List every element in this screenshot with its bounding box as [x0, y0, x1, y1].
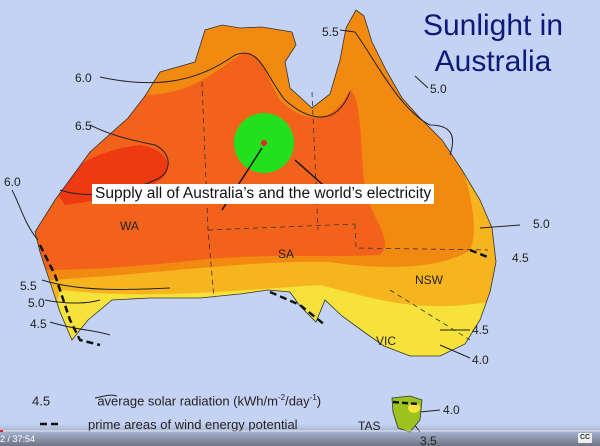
video-progress-bar[interactable]	[0, 430, 600, 432]
contour-label: 3.5	[420, 434, 437, 446]
legend-text: )	[316, 393, 322, 409]
state-label-vic: VIC	[376, 334, 396, 348]
contour-label: 4.0	[472, 353, 489, 367]
contour-label: 5.5	[20, 279, 37, 293]
state-label-wa: WA	[120, 219, 139, 233]
callout-label: Supply all of Australia’s and the world’…	[92, 184, 435, 204]
contour-label: 4.5	[30, 317, 47, 331]
tas-yellow-zone	[408, 403, 420, 413]
legend-sup: -2	[277, 393, 286, 402]
contour-label: 4.5	[512, 251, 529, 265]
title-line: Australia	[434, 45, 552, 78]
state-label-sa: SA	[278, 247, 294, 261]
contour-label: 5.0	[28, 296, 45, 310]
required-area-dot	[261, 140, 267, 146]
contour-label: 5.5	[322, 25, 339, 39]
title-line: Sunlight in	[422, 9, 564, 42]
cc-button[interactable]: CC	[578, 433, 592, 443]
legend-wind: prime areas of wind energy potential	[88, 417, 298, 432]
video-time: 2 / 37:54	[0, 434, 36, 444]
wind-potential-lines	[38, 244, 491, 426]
contour-label: 4.5	[472, 323, 489, 337]
slide-title: Sunlight in Australia	[408, 8, 578, 80]
state-borders	[201, 81, 489, 341]
legend-value: 4.5	[32, 393, 51, 409]
zone-65	[55, 145, 169, 205]
state-label-nsw: NSW	[415, 273, 444, 287]
video-controls	[0, 424, 600, 446]
legend-text: average solar radiation (kWh/m	[97, 393, 278, 409]
contour-label: 5.0	[430, 82, 447, 96]
contour-label: 6.5	[75, 119, 92, 133]
contour-label: 6.0	[4, 175, 21, 189]
legend-contour: 4.5 average solar radiation (kWh/m-2/day…	[32, 393, 321, 408]
legend-sup: -1	[309, 393, 317, 402]
tas-wind-line	[392, 400, 419, 406]
contour-label: 4.0	[443, 403, 460, 417]
progress-fill	[0, 430, 3, 432]
contour-label: 5.0	[533, 217, 550, 231]
legend-text: /day	[285, 393, 310, 409]
contour-label: 6.0	[75, 71, 92, 85]
state-label-tas: TAS	[358, 419, 380, 433]
contour-lines	[11, 29, 521, 433]
